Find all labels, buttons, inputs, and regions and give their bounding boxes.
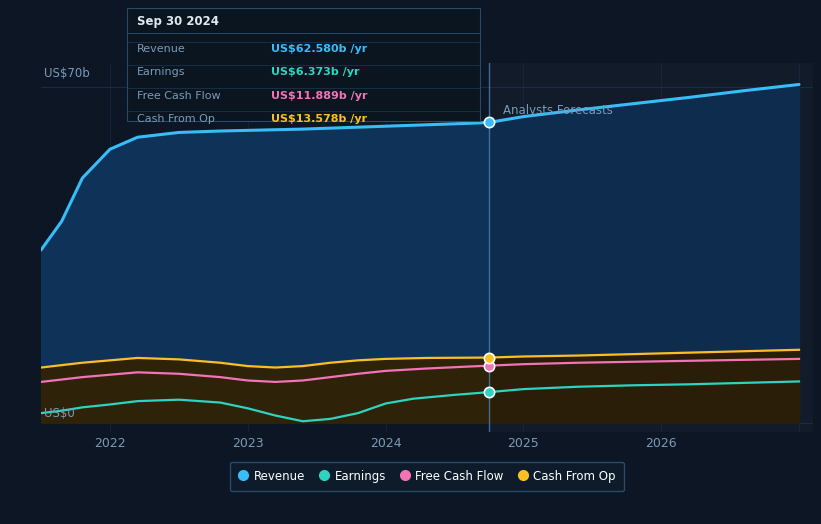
Text: US$11.889b /yr: US$11.889b /yr [271, 91, 368, 101]
Text: Past: Past [451, 104, 479, 117]
Point [483, 118, 496, 127]
Text: Revenue: Revenue [137, 45, 186, 54]
Text: US$0: US$0 [44, 407, 75, 420]
Point [483, 388, 496, 396]
Text: Free Cash Flow: Free Cash Flow [137, 91, 221, 101]
Text: US$6.373b /yr: US$6.373b /yr [271, 68, 360, 78]
Point [483, 362, 496, 370]
Legend: Revenue, Earnings, Free Cash Flow, Cash From Op: Revenue, Earnings, Free Cash Flow, Cash … [230, 462, 624, 491]
Point [483, 353, 496, 362]
Text: US$62.580b /yr: US$62.580b /yr [271, 45, 367, 54]
Text: Cash From Op: Cash From Op [137, 114, 215, 124]
Text: Analysts Forecasts: Analysts Forecasts [502, 104, 612, 117]
Text: Earnings: Earnings [137, 68, 186, 78]
Bar [489, 63, 813, 432]
Text: US$70b: US$70b [44, 67, 89, 80]
Text: US$13.578b /yr: US$13.578b /yr [271, 114, 367, 124]
Text: Sep 30 2024: Sep 30 2024 [137, 15, 219, 28]
